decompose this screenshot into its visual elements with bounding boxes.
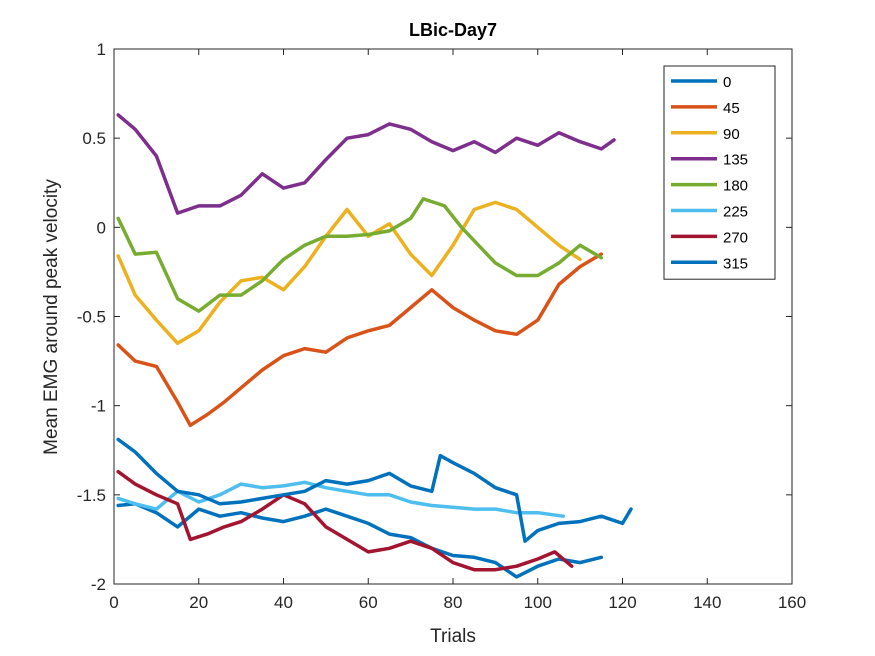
series-line-225 <box>116 480 565 518</box>
x-tick-label: 40 <box>274 593 293 612</box>
series-line-180 <box>116 197 604 313</box>
legend-box <box>663 65 776 280</box>
y-tick-label: -2 <box>91 575 106 594</box>
legend-label: 90 <box>723 126 740 143</box>
legend-label: 0 <box>723 74 731 91</box>
series-line-90 <box>116 200 582 346</box>
x-tick-label: 100 <box>524 593 552 612</box>
series-line-315 <box>116 437 633 543</box>
axis-ticks: 0 20 40 60 80 100 120 140 160 -2 -1.5 -1 -0.5 0 0.5 1 <box>77 40 806 612</box>
y-tick-label: -1 <box>91 397 106 416</box>
y-tick-label: 1 <box>97 40 106 59</box>
series-line-135 <box>116 113 616 215</box>
x-tick-label: 0 <box>109 593 118 612</box>
legend-label: 270 <box>723 229 748 246</box>
y-axis-label: Mean EMG around peak velocity <box>41 179 62 455</box>
x-tick-label: 20 <box>189 593 208 612</box>
legend-label: 180 <box>723 178 748 195</box>
series-group <box>116 113 633 579</box>
series-line-270 <box>116 469 574 572</box>
x-tick-label: 140 <box>693 593 721 612</box>
x-tick-label: 120 <box>608 593 636 612</box>
chart-title: LBic-Day7 <box>409 20 497 40</box>
legend-label: 315 <box>723 255 748 272</box>
x-axis-label: Trials <box>430 626 476 647</box>
x-tick-label: 80 <box>444 593 463 612</box>
legend-label: 135 <box>723 152 748 169</box>
y-tick-label: -1.5 <box>77 486 106 505</box>
legend: 0 45 90 135 180 225 270 315 <box>663 65 776 280</box>
legend-label: 45 <box>723 100 740 117</box>
series-line-0 <box>116 502 604 579</box>
legend-label: 225 <box>723 204 748 221</box>
y-tick-label: 0 <box>97 218 106 237</box>
series-line-45 <box>116 252 604 428</box>
y-tick-label: 0.5 <box>82 129 106 148</box>
x-tick-label: 160 <box>778 593 806 612</box>
y-tick-label: -0.5 <box>77 308 106 327</box>
x-tick-label: 60 <box>359 593 378 612</box>
